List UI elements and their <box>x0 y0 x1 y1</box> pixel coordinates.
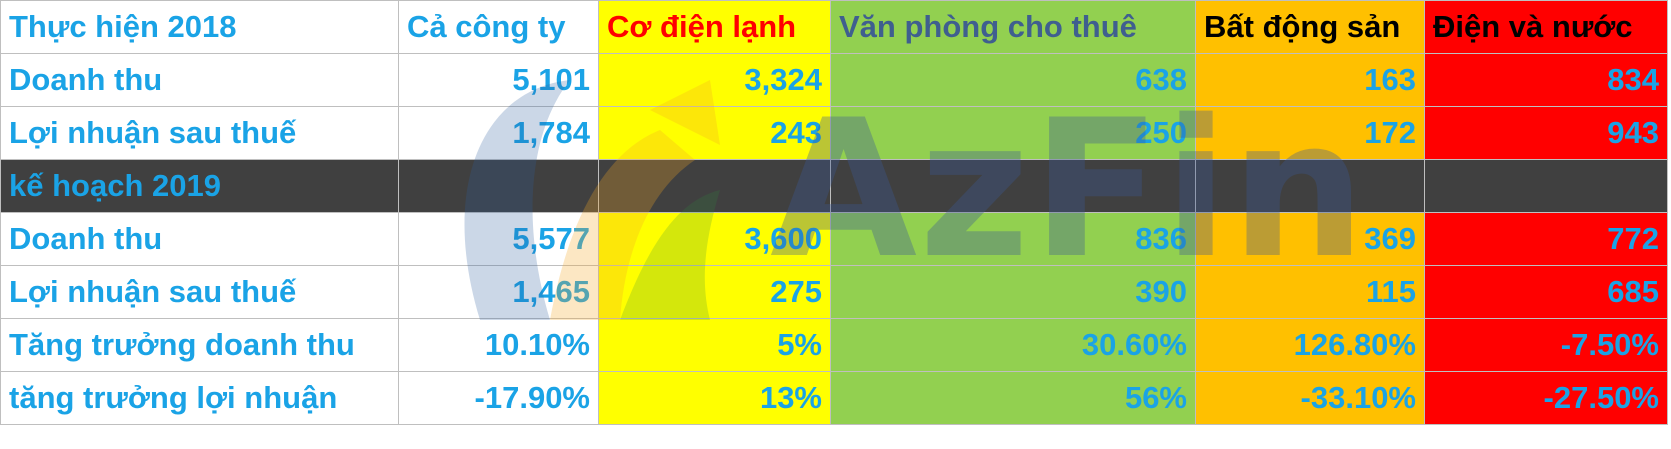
office-value-cell[interactable]: 836 <box>830 212 1196 266</box>
section-empty-cell[interactable] <box>1195 159 1425 213</box>
table-row: Doanh thu 5,577 3,600 836 369 772 <box>0 212 1668 266</box>
office-value-cell[interactable]: 56% <box>830 371 1196 425</box>
row-label-cell[interactable]: tăng trưởng lợi nhuận <box>0 371 399 425</box>
header-company-cell[interactable]: Cả công ty <box>398 0 599 54</box>
company-value-cell[interactable]: 10.10% <box>398 318 599 372</box>
header-label-cell[interactable]: Thực hiện 2018 <box>0 0 399 54</box>
header-realestate-cell[interactable]: Bất động sản <box>1195 0 1425 54</box>
utilities-value-cell[interactable]: 685 <box>1424 265 1668 319</box>
table-row: Lợi nhuận sau thuế 1,465 275 390 115 685 <box>0 265 1668 319</box>
office-value-cell[interactable]: 30.60% <box>830 318 1196 372</box>
realestate-value-cell[interactable]: 115 <box>1195 265 1425 319</box>
company-value-cell[interactable]: 1,465 <box>398 265 599 319</box>
section-empty-cell[interactable] <box>598 159 831 213</box>
mechanical-value-cell[interactable]: 13% <box>598 371 831 425</box>
section-label-cell[interactable]: kế hoạch 2019 <box>0 159 399 213</box>
header-mechanical-cell[interactable]: Cơ điện lạnh <box>598 0 831 54</box>
utilities-value-cell[interactable]: 772 <box>1424 212 1668 266</box>
office-value-cell[interactable]: 638 <box>830 53 1196 107</box>
office-value-cell[interactable]: 250 <box>830 106 1196 160</box>
row-label-cell[interactable]: Lợi nhuận sau thuế <box>0 265 399 319</box>
mechanical-value-cell[interactable]: 275 <box>598 265 831 319</box>
section-empty-cell[interactable] <box>1424 159 1668 213</box>
utilities-value-cell[interactable]: -7.50% <box>1424 318 1668 372</box>
row-label-cell[interactable]: Tăng trưởng doanh thu <box>0 318 399 372</box>
section-row-2019: kế hoạch 2019 <box>0 159 1668 213</box>
table-row: Tăng trưởng doanh thu 10.10% 5% 30.60% 1… <box>0 318 1668 372</box>
realestate-value-cell[interactable]: 172 <box>1195 106 1425 160</box>
row-label-cell[interactable]: Lợi nhuận sau thuế <box>0 106 399 160</box>
header-office-cell[interactable]: Văn phòng cho thuê <box>830 0 1196 54</box>
table-row: Doanh thu 5,101 3,324 638 163 834 <box>0 53 1668 107</box>
header-row: Thực hiện 2018 Cả công ty Cơ điện lạnh V… <box>0 0 1668 54</box>
header-utilities-cell[interactable]: Điện và nước <box>1424 0 1668 54</box>
table-row: Lợi nhuận sau thuế 1,784 243 250 172 943 <box>0 106 1668 160</box>
mechanical-value-cell[interactable]: 3,324 <box>598 53 831 107</box>
office-value-cell[interactable]: 390 <box>830 265 1196 319</box>
section-empty-cell[interactable] <box>398 159 599 213</box>
section-empty-cell[interactable] <box>830 159 1196 213</box>
row-label-cell[interactable]: Doanh thu <box>0 212 399 266</box>
utilities-value-cell[interactable]: 834 <box>1424 53 1668 107</box>
realestate-value-cell[interactable]: 126.80% <box>1195 318 1425 372</box>
financial-table: Thực hiện 2018 Cả công ty Cơ điện lạnh V… <box>0 0 1668 425</box>
company-value-cell[interactable]: -17.90% <box>398 371 599 425</box>
company-value-cell[interactable]: 5,101 <box>398 53 599 107</box>
utilities-value-cell[interactable]: 943 <box>1424 106 1668 160</box>
company-value-cell[interactable]: 5,577 <box>398 212 599 266</box>
utilities-value-cell[interactable]: -27.50% <box>1424 371 1668 425</box>
realestate-value-cell[interactable]: 163 <box>1195 53 1425 107</box>
realestate-value-cell[interactable]: 369 <box>1195 212 1425 266</box>
table-row: tăng trưởng lợi nhuận -17.90% 13% 56% -3… <box>0 371 1668 425</box>
realestate-value-cell[interactable]: -33.10% <box>1195 371 1425 425</box>
mechanical-value-cell[interactable]: 3,600 <box>598 212 831 266</box>
mechanical-value-cell[interactable]: 243 <box>598 106 831 160</box>
row-label-cell[interactable]: Doanh thu <box>0 53 399 107</box>
company-value-cell[interactable]: 1,784 <box>398 106 599 160</box>
mechanical-value-cell[interactable]: 5% <box>598 318 831 372</box>
